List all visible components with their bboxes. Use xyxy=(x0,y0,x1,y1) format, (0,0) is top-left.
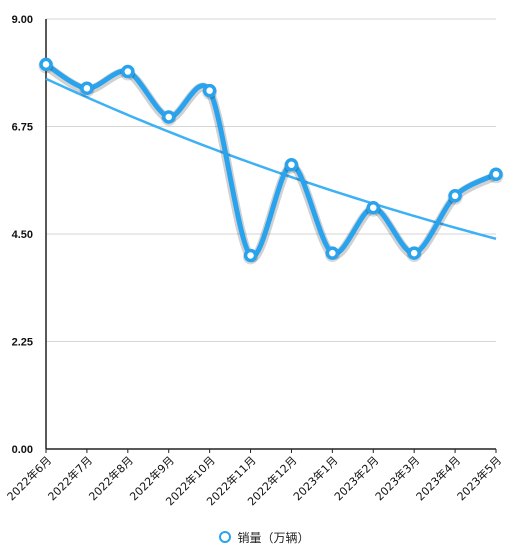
data-point xyxy=(284,157,299,172)
data-point xyxy=(448,189,462,203)
legend-marker-icon xyxy=(219,531,232,543)
data-point xyxy=(39,57,53,72)
data-point xyxy=(325,246,340,260)
trendline xyxy=(45,77,497,240)
data-point xyxy=(161,110,176,124)
data-point xyxy=(202,83,217,98)
series-lines xyxy=(41,61,501,263)
series-line-shadow xyxy=(41,61,501,263)
legend: 销量（万辆） xyxy=(0,529,529,546)
y-axis: 0.00 2.25 4.50 6.75 9.00 xyxy=(12,14,47,456)
y-tick-label: 2.25 xyxy=(12,337,33,349)
y-tick-label: 4.50 xyxy=(12,229,33,241)
data-points xyxy=(38,57,504,265)
y-tick-label: 6.75 xyxy=(12,122,33,134)
data-point xyxy=(366,200,381,215)
data-point xyxy=(407,246,421,260)
x-axis: 2022年6月2022年7月2022年8月2022年9月2022年10月2022… xyxy=(4,448,504,508)
data-point xyxy=(80,81,94,96)
data-point xyxy=(243,248,258,263)
y-tick-label: 9.00 xyxy=(12,14,33,26)
trendline-path xyxy=(45,77,497,240)
data-point xyxy=(489,167,503,182)
x-tick-label: 2023年5月 xyxy=(454,453,504,503)
legend-label: 销量（万辆） xyxy=(237,531,310,545)
y-tick-label: 0.00 xyxy=(12,444,33,456)
data-point xyxy=(121,64,135,79)
